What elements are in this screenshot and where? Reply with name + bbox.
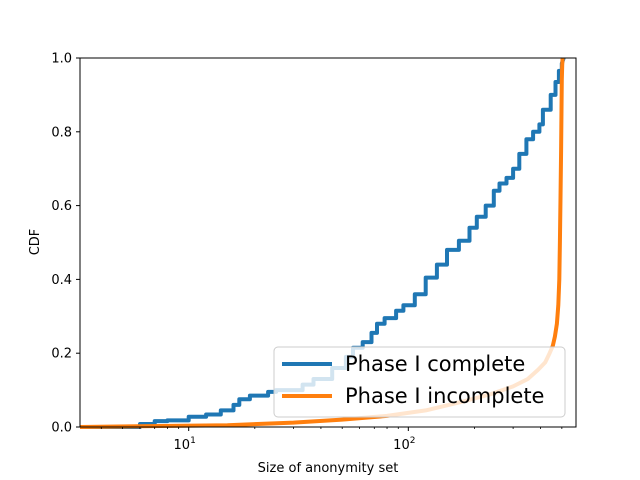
y-tick-label: 0.6 [51,199,72,214]
legend-box [273,346,566,418]
y-tick-label: 0.2 [51,347,72,362]
legend: Phase I complete Phase I incomplete [273,346,566,418]
x-axis-label: Size of anonymity set [258,461,399,476]
legend-label-incomplete: Phase I incomplete [345,384,544,408]
x-tick-label: 101 [174,436,196,453]
y-tick-label: 1.0 [51,52,72,67]
series-line-0 [80,57,566,429]
plot-frame [79,57,577,428]
y-axis-label: CDF [28,229,43,256]
legend-label-complete: Phase I complete [345,352,525,376]
y-tick-label: 0.0 [51,421,72,436]
x-tick-label: 102 [393,436,415,453]
y-tick-label: 0.4 [51,273,72,288]
y-tick-label: 0.8 [51,125,72,140]
